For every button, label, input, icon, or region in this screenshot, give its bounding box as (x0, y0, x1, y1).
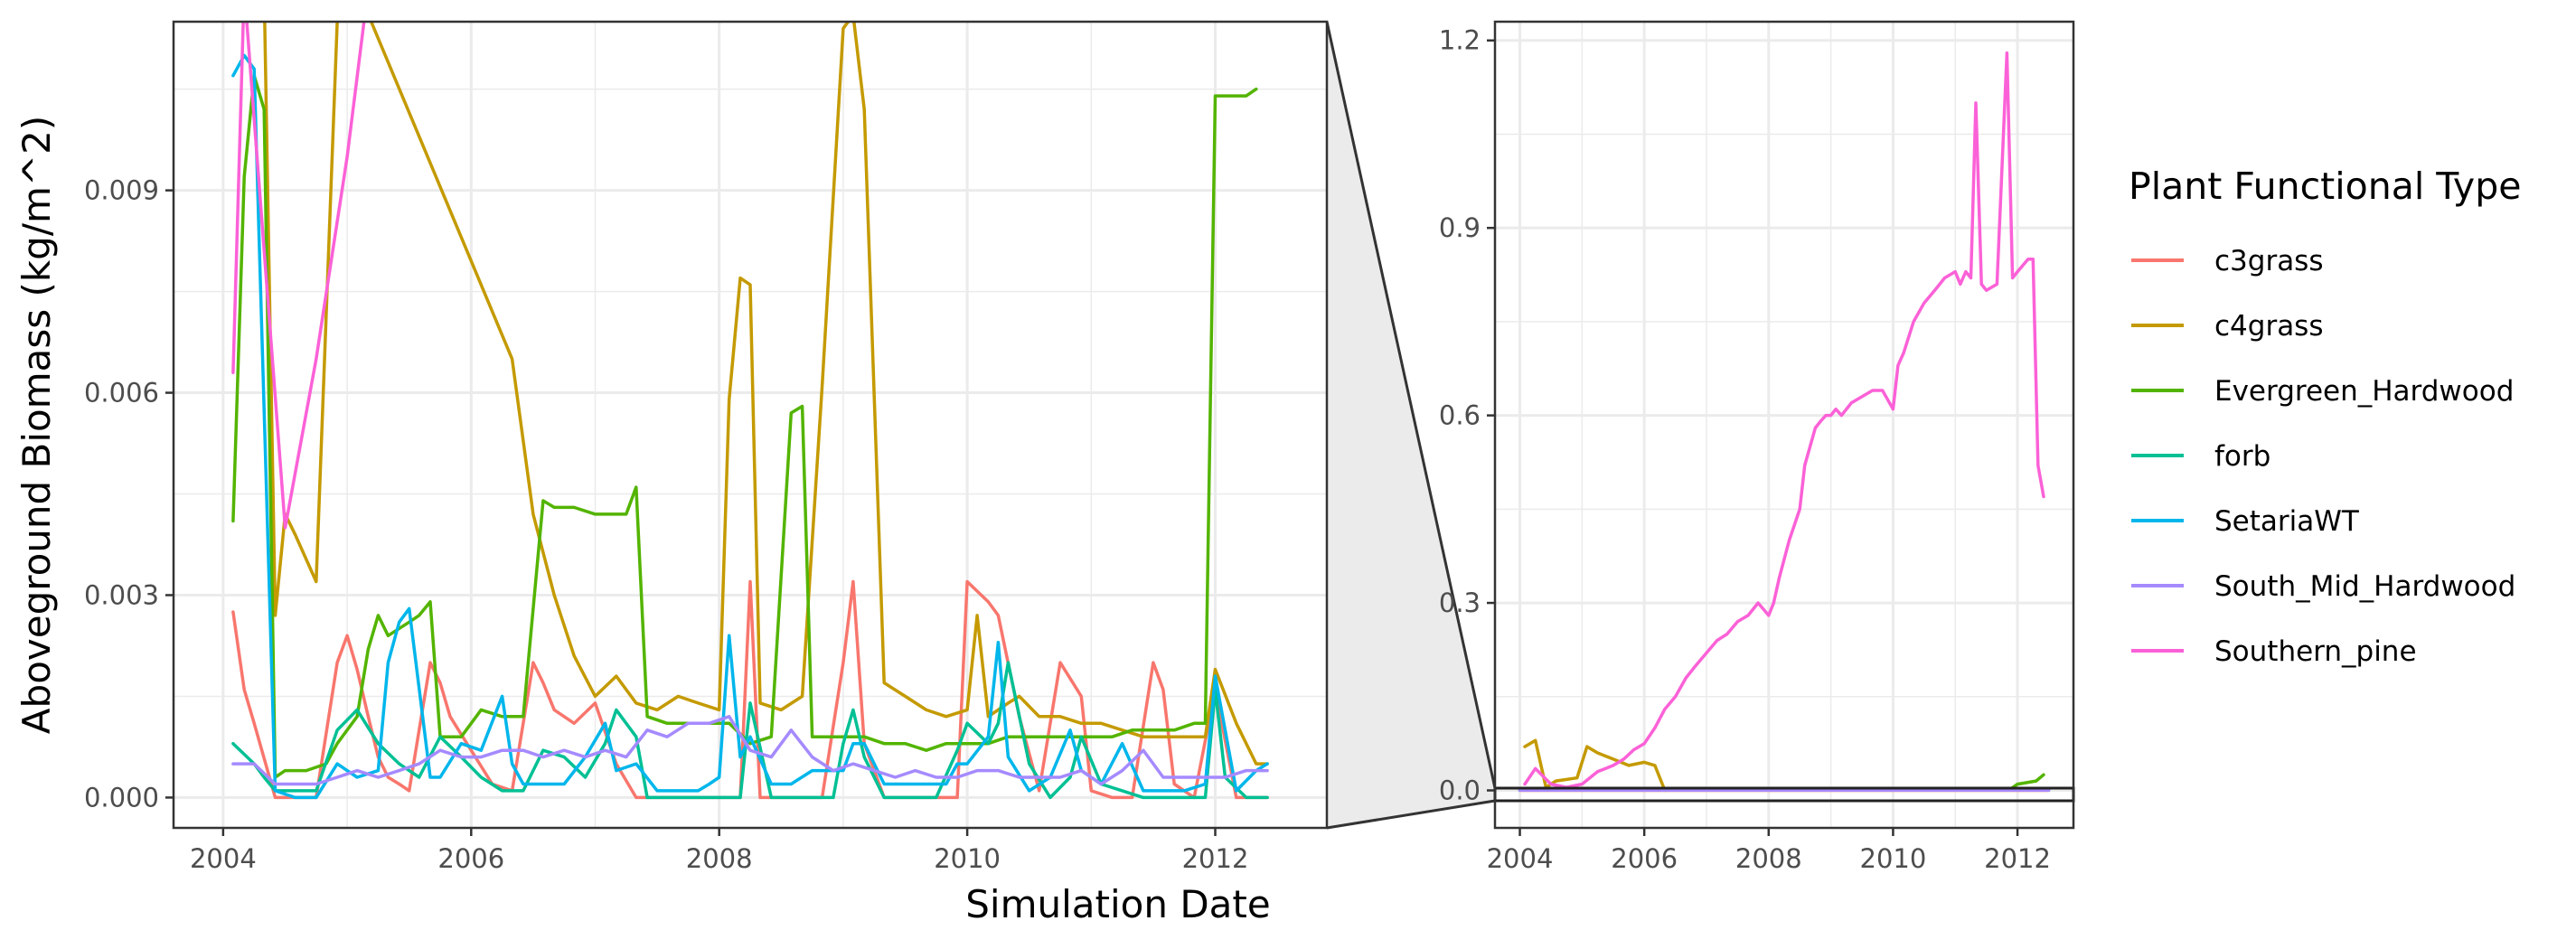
legend-item: forb (2131, 440, 2270, 473)
x-tick-label: 2006 (437, 843, 504, 874)
x-tick-label: 2010 (934, 843, 1001, 874)
legend-label: Evergreen_Hardwood (2214, 375, 2514, 408)
series-line-south-mid-hardwood (231, 715, 1269, 786)
y-tick-label: 0.006 (84, 378, 159, 409)
x-tick-label: 2012 (1984, 843, 2051, 874)
legend-label: c3grass (2214, 245, 2324, 277)
x-tick-label: 2010 (1860, 843, 1927, 874)
series-line-southern-pine (1523, 51, 2045, 789)
main-panel: 2004 2006 2008 2010 2012 0.000 0.003 0.006 0.009 (84, 20, 1329, 874)
y-tick-label: 0.6 (1439, 400, 1481, 431)
y-tick-label: 0.009 (84, 175, 159, 206)
y-tick-label: 0.9 (1439, 212, 1481, 243)
legend-label: Southern_pine (2214, 635, 2417, 668)
inset-panel-border (1493, 20, 2075, 830)
zoom-line-top (1325, 21, 1497, 789)
legend-label: c4grass (2214, 310, 2324, 343)
legend-item: c4grass (2131, 310, 2324, 343)
x-tick-label: 2006 (1611, 843, 1678, 874)
zoom-line-bottom (1326, 799, 1496, 830)
main-panel-background (174, 22, 1327, 828)
x-tick-label: 2008 (686, 843, 753, 874)
legend-item: Evergreen_Hardwood (2131, 375, 2514, 408)
main-panel-border (172, 20, 1329, 830)
x-tick-label: 2004 (1487, 843, 1554, 874)
series-line-southern-pine (231, 22, 366, 530)
zoom-connector (1327, 22, 1495, 828)
legend-label: South_Mid_Hardwood (2214, 570, 2515, 603)
inset-series (1518, 51, 2051, 793)
series-line-setariawt (231, 53, 1269, 800)
y-tick-label: 0.0 (1439, 775, 1481, 806)
legend: Plant Functional Type c3grass c4grass Ever… (2129, 164, 2521, 668)
inset-ticks: 2004 2006 2008 2010 2012 0.0 0.3 0.6 0.9 1.2 (1439, 25, 2051, 874)
series-line-c4grass (263, 22, 1269, 766)
main-grid (174, 22, 1327, 828)
y-tick-label: 0.000 (84, 782, 159, 813)
legend-label: SetariaWT (2214, 505, 2360, 538)
y-tick-label: 0.003 (84, 579, 159, 610)
inset-panel: 2004 2006 2008 2010 2012 0.0 0.3 0.6 0.9 1.2 (1439, 20, 2075, 874)
legend-item: SetariaWT (2131, 505, 2360, 538)
x-axis-title: Simulation Date (965, 882, 1270, 926)
y-axis-title: Aboveground Biomass (kg/m^2) (14, 116, 59, 734)
series-line-forb (231, 661, 1269, 800)
y-tick-label: 1.2 (1439, 25, 1481, 56)
y-tick-label: 0.3 (1439, 587, 1481, 618)
legend-item: Southern_pine (2131, 635, 2417, 668)
legend-item: c3grass (2131, 245, 2324, 277)
x-tick-label: 2004 (190, 843, 257, 874)
x-tick-label: 2012 (1182, 843, 1249, 874)
x-tick-label: 2008 (1735, 843, 1802, 874)
legend-item: South_Mid_Hardwood (2131, 570, 2515, 603)
legend-label: forb (2214, 440, 2270, 473)
main-series (231, 22, 1269, 800)
legend-title: Plant Functional Type (2129, 164, 2521, 208)
main-ticks: 2004 2006 2008 2010 2012 0.000 0.003 0.006 0.009 (84, 175, 1248, 874)
